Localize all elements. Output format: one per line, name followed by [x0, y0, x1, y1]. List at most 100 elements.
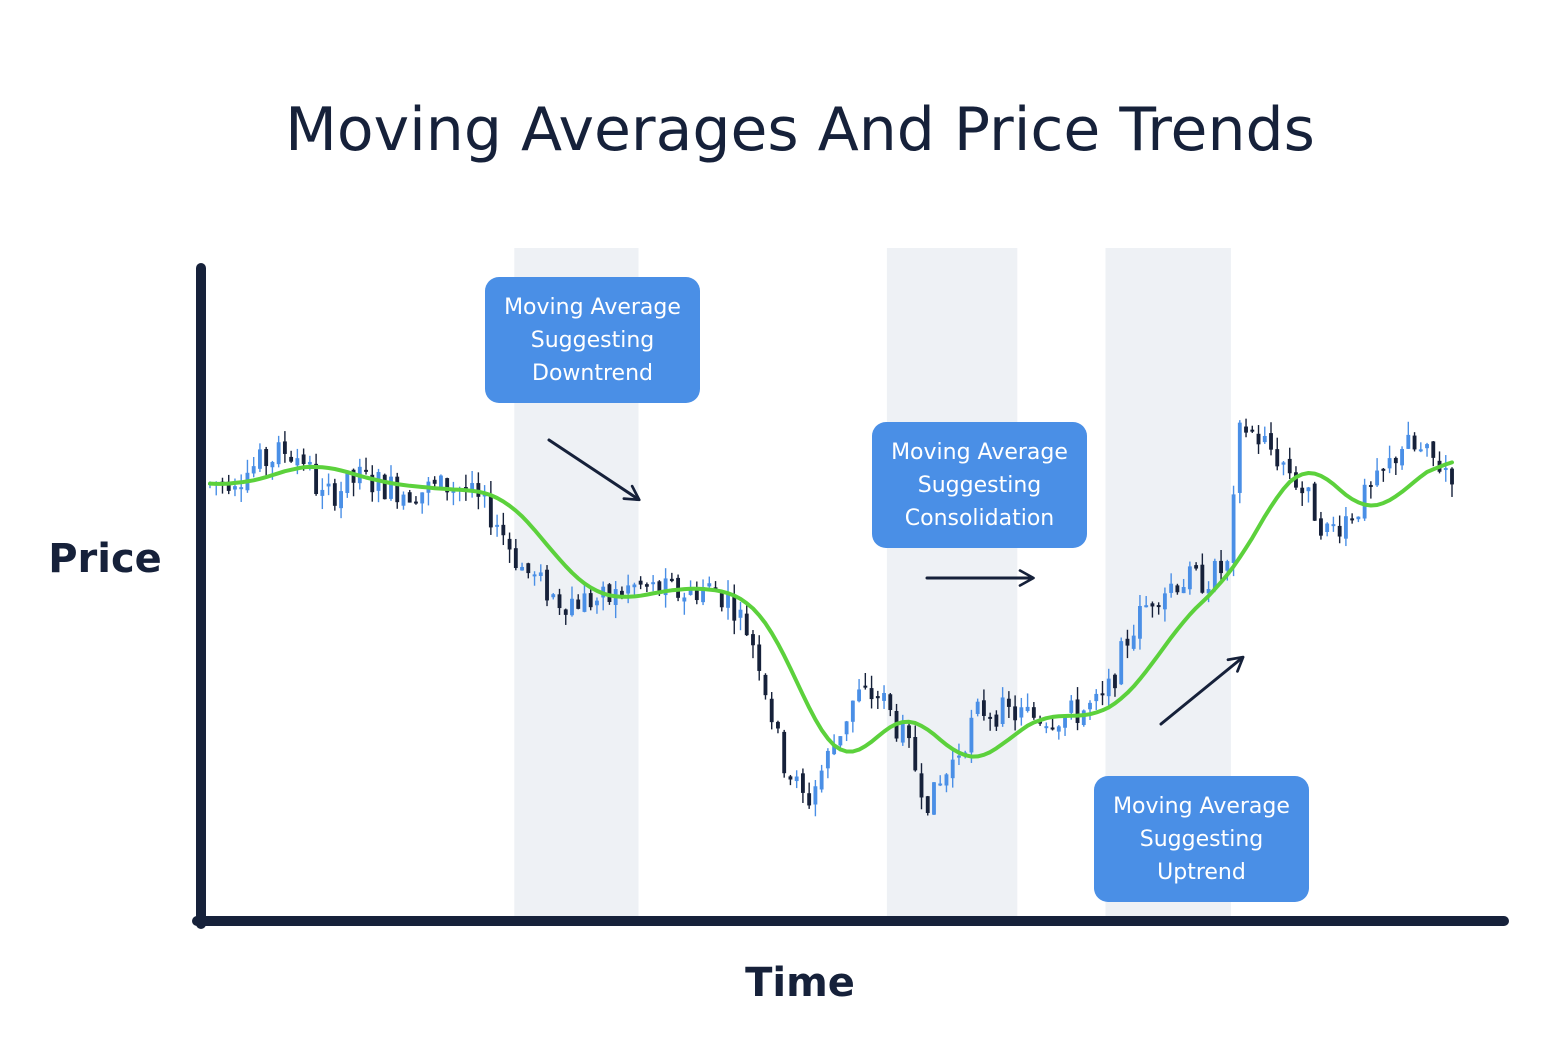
- candle: [451, 481, 456, 506]
- candle: [850, 700, 855, 733]
- candle: [744, 605, 749, 637]
- candle: [582, 581, 587, 613]
- candle-body: [1025, 706, 1030, 712]
- candle-body: [295, 458, 300, 466]
- candle: [364, 457, 368, 475]
- candle-body: [570, 598, 574, 616]
- annotation-1: Moving Average Suggesting Downtrend: [485, 277, 700, 502]
- candle: [875, 690, 880, 709]
- annotation-text-line: Suggesting: [918, 473, 1041, 498]
- candle: [482, 485, 487, 508]
- candle-body: [251, 466, 256, 474]
- candle-body: [1100, 693, 1105, 696]
- candle-body: [863, 685, 868, 688]
- candle-body: [307, 461, 312, 465]
- candle-body: [1206, 589, 1211, 594]
- candle: [1406, 421, 1411, 449]
- candle-body: [1050, 727, 1055, 730]
- candle-body: [1081, 710, 1086, 726]
- candle-body: [1094, 693, 1099, 702]
- candle-body: [1368, 484, 1373, 487]
- candle: [438, 474, 443, 489]
- candle: [470, 470, 475, 498]
- candle: [414, 496, 418, 505]
- axes: [192, 263, 1509, 929]
- candle-body: [1125, 638, 1130, 646]
- candle-body: [345, 470, 350, 494]
- candle: [507, 532, 512, 563]
- candle: [1100, 680, 1105, 706]
- candle-body: [994, 714, 999, 727]
- candle-body: [332, 483, 337, 506]
- candle-body: [988, 716, 993, 719]
- candle-body: [682, 597, 687, 602]
- candle-body: [694, 588, 699, 601]
- candle-body: [563, 609, 568, 615]
- candle-body: [1187, 566, 1192, 590]
- candle-body: [364, 469, 368, 472]
- candle-body: [626, 585, 631, 594]
- candle-body: [1069, 700, 1074, 713]
- candle-body: [669, 578, 674, 582]
- candle-body: [520, 566, 524, 571]
- candle-body: [638, 580, 643, 585]
- candle: [545, 565, 549, 607]
- candle: [1337, 515, 1342, 544]
- candle-body: [501, 524, 506, 536]
- candle-body: [688, 587, 693, 595]
- candle-body: [351, 469, 356, 483]
- candle-body: [838, 736, 843, 746]
- candle-body: [1237, 422, 1242, 493]
- candle: [1156, 602, 1161, 615]
- candle: [495, 514, 500, 537]
- candle-body: [1375, 470, 1380, 486]
- candle-body: [420, 492, 425, 504]
- candle: [276, 435, 281, 468]
- candle-body: [239, 487, 244, 490]
- candle: [1194, 562, 1199, 571]
- candle-body: [932, 782, 936, 815]
- candle: [1319, 511, 1323, 540]
- candle-body: [738, 609, 743, 618]
- candle-body: [950, 759, 955, 779]
- candle-body: [1269, 433, 1273, 450]
- candle: [1231, 485, 1236, 577]
- candle-body: [1381, 468, 1386, 471]
- candle: [1387, 445, 1392, 474]
- candle-body: [1393, 457, 1398, 464]
- candle-body: [832, 744, 837, 755]
- candle: [782, 729, 787, 778]
- candle: [1187, 561, 1192, 595]
- candle-body: [1000, 697, 1005, 724]
- candle-body: [1431, 441, 1436, 458]
- candle: [1013, 695, 1018, 731]
- candle-body: [226, 481, 231, 491]
- candle: [1381, 468, 1386, 482]
- candle-body: [1194, 565, 1199, 569]
- candle: [1393, 456, 1398, 476]
- candle-body: [651, 582, 656, 585]
- candle-body: [644, 584, 649, 587]
- candle-body: [314, 463, 319, 495]
- x-axis-label: Time: [745, 960, 855, 1006]
- candle: [1287, 447, 1292, 480]
- candle: [332, 478, 337, 511]
- candle: [1375, 458, 1380, 487]
- candle: [1425, 442, 1429, 457]
- candle-body: [1212, 560, 1217, 590]
- candle: [345, 470, 350, 498]
- candle: [532, 571, 537, 586]
- candle-body: [907, 725, 911, 739]
- candle: [1131, 624, 1136, 651]
- annotation-text-line: Consolidation: [905, 506, 1055, 531]
- candle: [819, 764, 824, 793]
- annotation-2: Moving Average Suggesting Consolidation: [872, 422, 1087, 587]
- candle-body: [751, 634, 755, 646]
- candle: [1450, 467, 1454, 497]
- candle-body: [1244, 426, 1248, 433]
- candle: [682, 592, 687, 615]
- candle-body: [576, 599, 581, 609]
- candle: [370, 465, 375, 502]
- candle: [1094, 689, 1099, 711]
- candle: [1275, 437, 1280, 471]
